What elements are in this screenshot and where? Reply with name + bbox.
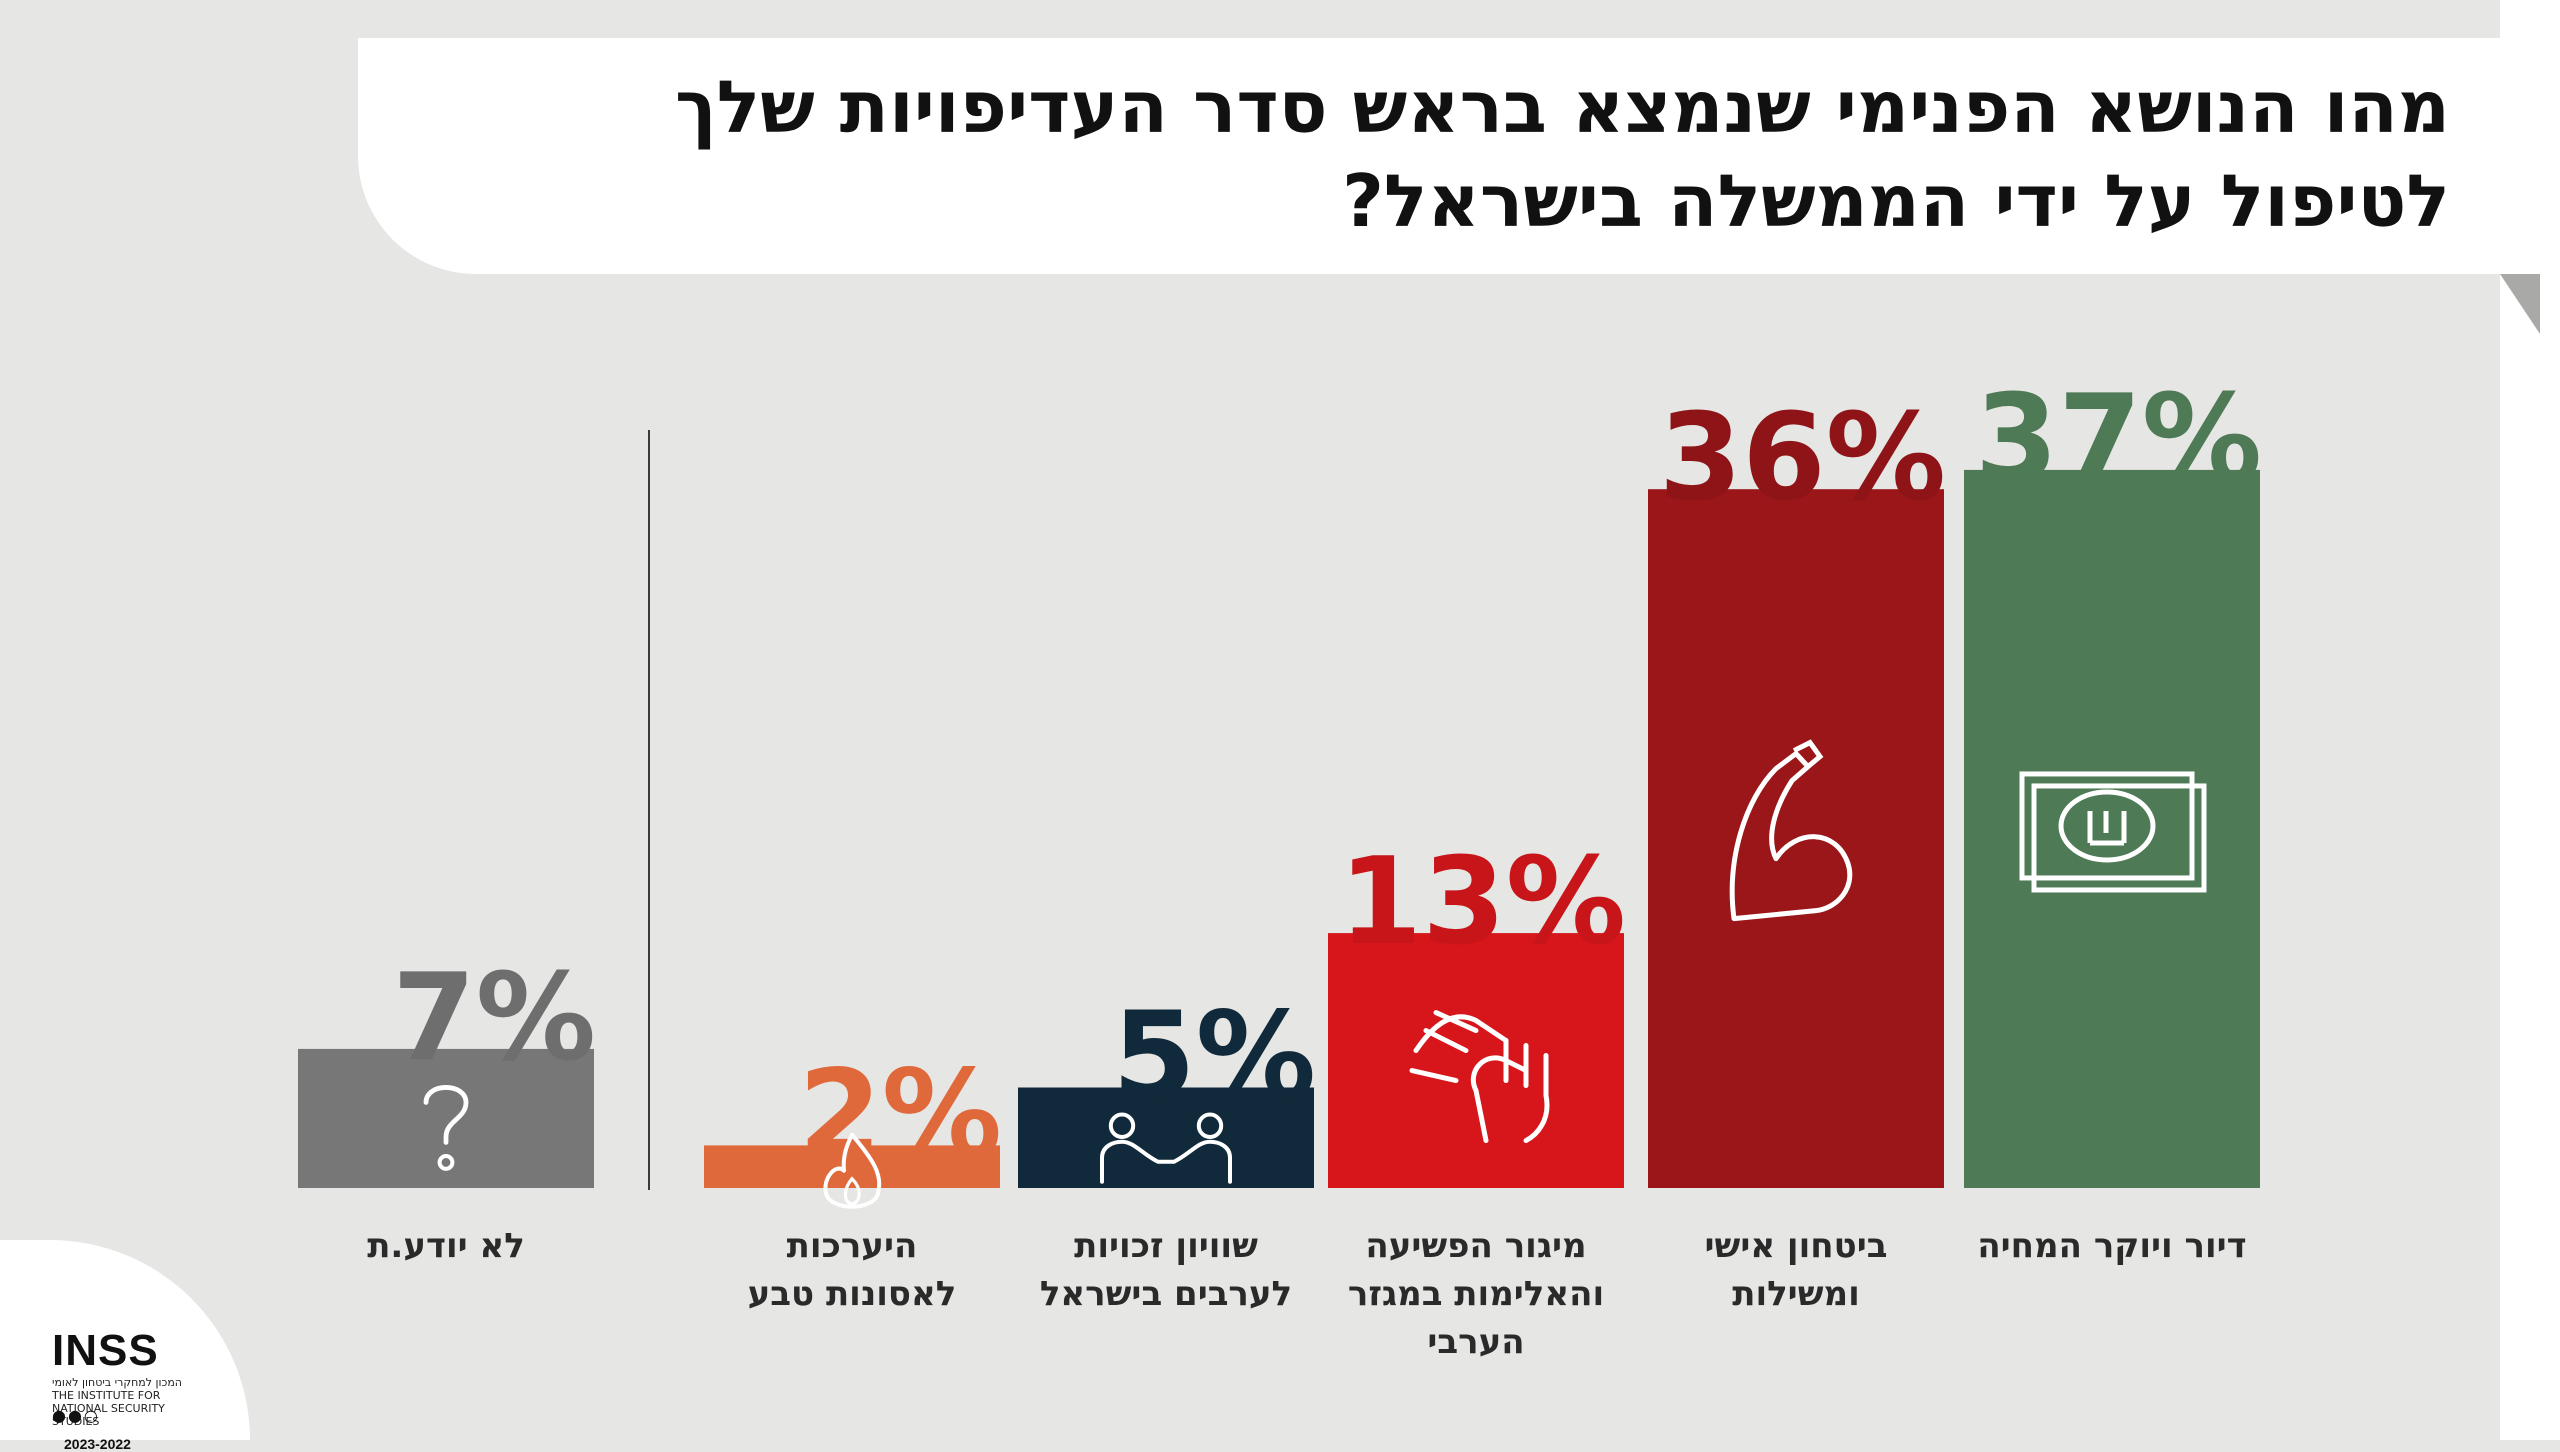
category-label-2: ביטחון אישי ומשילות [1628,1222,1964,1318]
category-label-4: שוויון זכויות לערבים בישראל [998,1222,1334,1318]
value-label-6: 7% [392,949,596,1088]
handshake-people-icon [1099,1112,1233,1184]
flame-icon [823,1132,882,1209]
page-title: מהו הנושא הפנימי שנמצא בראש סדר העדיפויו… [550,60,2450,248]
money-bill-icon [2019,771,2207,893]
title-line-2: לטיפול על ידי הממשלה בישראל? [1342,159,2450,243]
value-label-3: 13% [1339,833,1626,972]
category-label-1: דיור ויוקר המחיה [1944,1222,2280,1270]
flexed-arm-icon [1729,739,1853,922]
bar-1 [1964,469,2260,1188]
category-label-line: ביטחון אישי [1704,1226,1888,1266]
title-card-fold [2500,274,2540,334]
category-label-line: ומשילות [1732,1274,1860,1314]
value-label-1: 37% [1975,370,2262,509]
logo-subtitle: המכון למחקרי ביטחון לאומי THE INSTITUTE … [51,1376,182,1428]
title-card [358,38,2540,274]
category-label-line: לערבים בישראל [1039,1274,1293,1314]
category-label-line: היערכות [786,1226,918,1266]
question-icon [423,1085,469,1171]
title-line-1: מהו הנושא הפנימי שנמצא בראש סדר העדיפויו… [674,65,2450,149]
category-label-5: היערכות לאסונות טבע [684,1222,1020,1318]
category-label-line: והאלימות במגזר [1347,1274,1605,1314]
category-label-6: לא יודע.ת [278,1222,614,1270]
bar-4 [1018,1087,1314,1188]
inss-logo: INSS המכון למחקרי ביטחון לאומי THE INSTI… [0,1240,250,1452]
category-label-line: מיגור הפשיעה [1365,1226,1587,1266]
logo-dots-icon: ●●○ [52,1406,100,1425]
hands-icon [1409,1010,1550,1144]
bar-6 [298,1048,594,1188]
value-label-2: 36% [1659,389,1946,528]
value-label-5: 2% [798,1045,1002,1184]
category-label-line: דיור ויוקר המחיה [1977,1226,2247,1266]
bar-3 [1328,933,1624,1188]
category-label-line: שוויון זכויות [1074,1226,1258,1266]
logo-mark: INSS [52,1326,159,1375]
value-label-4: 5% [1112,988,1316,1127]
category-label-line: לא יודע.ת [367,1226,525,1266]
category-label-3: מיגור הפשיעה והאלימות במגזר הערבי [1308,1222,1644,1366]
logo-years: 2023-2022 [64,1436,131,1452]
category-label-line: לאסונות טבע [747,1274,957,1314]
category-label-line: הערבי [1427,1322,1525,1362]
